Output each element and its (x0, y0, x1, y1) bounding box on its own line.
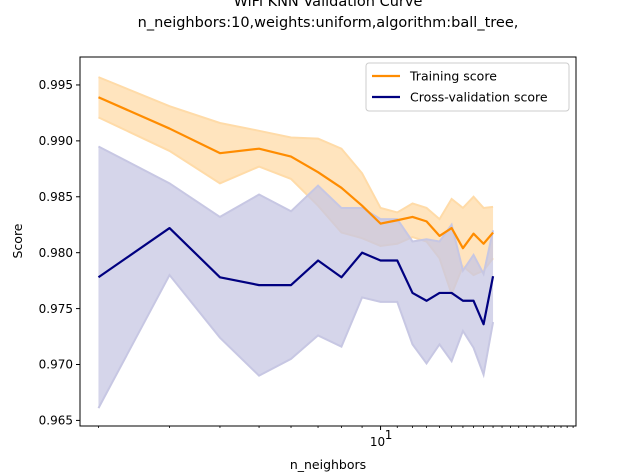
plot-frame (79, 56, 577, 427)
chart-subtitle: n_neighbors:10,weights:uniform,algorithm… (138, 15, 519, 31)
band-upper-edge-cv (98, 145, 495, 277)
band-cv (98, 146, 494, 409)
y-axis-label: Score (10, 223, 25, 258)
x-axis: 10 1 (98, 426, 574, 449)
legend-label-training: Training score (409, 69, 497, 84)
y-tick-label: 0.985 (39, 190, 73, 204)
x-tick-exponent: 1 (385, 428, 393, 442)
x-axis-label: n_neighbors (290, 457, 366, 472)
legend: Training score Cross-validation score (365, 62, 570, 112)
y-tick-label: 0.975 (39, 302, 73, 316)
legend-label-cv: Cross-validation score (410, 90, 548, 105)
y-tick-label: 0.980 (39, 246, 73, 260)
x-tick-label: 10 (370, 435, 385, 449)
chart-title: WiFi KNN Validation Curve (234, 0, 423, 10)
score-lines (97, 96, 495, 326)
legend-box (365, 62, 570, 112)
y-tick-label: 0.995 (39, 78, 73, 92)
y-tick-label: 0.965 (39, 414, 73, 428)
line-training (98, 96, 494, 250)
y-axis: 0.965 0.970 0.975 0.980 0.985 0.990 0.995 (39, 78, 80, 428)
line-cv (97, 226, 495, 326)
y-tick-label: 0.970 (39, 358, 73, 372)
band-lower-edge-cv (97, 273, 495, 409)
score-bands (97, 76, 495, 409)
band-upper-edge-training (98, 76, 494, 221)
y-tick-label: 0.990 (39, 134, 73, 148)
